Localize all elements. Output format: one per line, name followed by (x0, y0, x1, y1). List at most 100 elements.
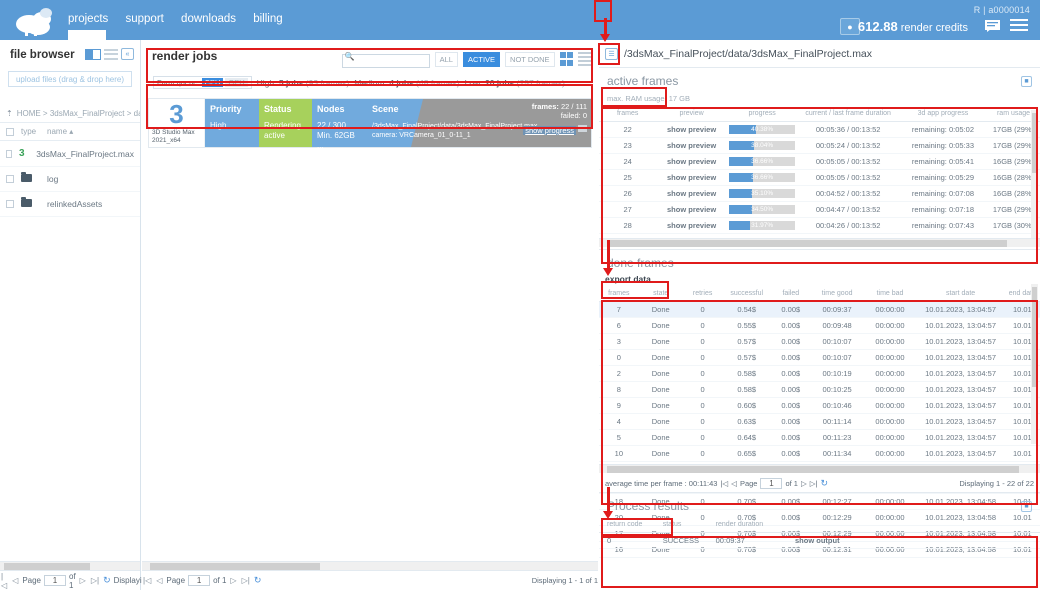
table-row[interactable]: 9 Done 0 0.60$ 0.00$ 00:10:46 00:00:00 10.01.20… (599, 397, 1040, 414)
bell-icon[interactable]: ● (840, 18, 860, 35)
table-row[interactable]: 2 Done 0 0.58$ 0.00$ 00:10:19 00:00:00 10.01.20… (599, 365, 1040, 382)
table-row[interactable]: 7 Done 0 0.54$ 0.00$ 00:09:37 00:00:00 10.01.20… (599, 301, 1040, 318)
table-row[interactable]: 26 show preview 35.10% 00:04:52 / 00:13:52 r… (599, 185, 1040, 202)
file-browser-hscrollbar[interactable] (0, 561, 140, 570)
first-page-icon[interactable]: |◁ (1, 571, 8, 590)
refresh-icon[interactable]: ↻ (103, 575, 111, 585)
refresh-icon[interactable]: ↻ (820, 478, 829, 488)
col-status[interactable]: status (660, 517, 714, 533)
sort-asc-icon[interactable]: ▴ (67, 127, 74, 136)
nav-item-support[interactable]: support (125, 13, 164, 25)
file-icon[interactable]: ☰ (605, 47, 618, 60)
chat-icon[interactable] (985, 19, 1000, 35)
list-item[interactable]: 3 3dsMax_FinalProject.max (0, 141, 140, 167)
table-row[interactable]: 0 Done 0 0.57$ 0.00$ 00:10:07 00:00:00 10.01.20… (599, 349, 1040, 366)
row-checkbox[interactable] (6, 175, 14, 183)
col-frames[interactable]: frames (599, 286, 639, 302)
col-frames[interactable]: frames (599, 106, 657, 122)
show-preview-link[interactable]: show preview (656, 185, 727, 202)
done-frames-vscrollbar[interactable] (1031, 284, 1038, 444)
upload-dropzone[interactable]: upload files (drag & drop here) (8, 71, 132, 87)
table-row[interactable]: 4 Done 0 0.63$ 0.00$ 00:11:14 00:00:00 10.01.20… (599, 413, 1040, 430)
col-ram[interactable]: ram usage (987, 106, 1040, 122)
show-preview-link[interactable]: show preview (656, 169, 727, 186)
list-view-icon[interactable] (104, 48, 118, 60)
farm-queue-toggle[interactable]: Farm queue: CPU GPU (153, 76, 252, 89)
queue-gpu-toggle[interactable]: GPU (225, 78, 248, 87)
page-input[interactable] (44, 575, 66, 586)
col-preview[interactable]: preview (656, 106, 727, 122)
row-checkbox[interactable] (6, 200, 14, 208)
table-row[interactable]: 8 Done 0 0.58$ 0.00$ 00:10:25 00:00:00 10.01.20… (599, 381, 1040, 398)
show-progress-link[interactable]: show progress (523, 126, 576, 135)
first-page-icon[interactable]: |◁ (720, 479, 729, 488)
queue-cpu-toggle[interactable]: CPU (201, 78, 224, 87)
row-checkbox[interactable] (6, 149, 12, 158)
table-row[interactable]: 28 show preview 31.97% 00:04:26 / 00:13:52 r… (599, 217, 1040, 234)
collapse-icon[interactable]: ■ (1021, 76, 1032, 87)
col-time-bad[interactable]: time bad (863, 286, 917, 302)
col-render-duration[interactable]: render duration (713, 517, 794, 533)
active-frames-hscrollbar[interactable] (599, 238, 1040, 247)
filter-active[interactable]: ACTIVE (462, 51, 501, 67)
filter-not-done[interactable]: NOT DONE (505, 51, 555, 67)
collapse-panel-icon[interactable]: « (121, 48, 134, 60)
filter-all[interactable]: ALL (434, 51, 458, 67)
table-row[interactable]: 3 Done 0 0.57$ 0.00$ 00:10:07 00:00:00 10.01.20… (599, 333, 1040, 350)
col-state[interactable]: state (638, 286, 683, 302)
last-page-icon[interactable]: ▷| (241, 576, 250, 585)
prev-page-icon[interactable]: ◁ (731, 479, 737, 488)
done-frames-hscrollbar[interactable] (599, 464, 1040, 473)
col-return-code[interactable]: return code (599, 517, 661, 533)
col-app-progress[interactable]: 3d app progress (898, 106, 988, 122)
next-page-icon[interactable]: ▷ (230, 576, 237, 585)
table-row[interactable]: 0 SUCCESS 00:09:37 show output (599, 532, 1040, 549)
show-output-link[interactable]: show output (793, 532, 1040, 549)
show-preview-link[interactable]: show preview (656, 153, 727, 170)
col-duration[interactable]: current / last frame duration (797, 106, 899, 122)
show-preview-link[interactable]: show preview (656, 121, 727, 138)
page-input[interactable] (760, 478, 783, 489)
show-preview-link[interactable]: show preview (656, 217, 727, 234)
show-preview-link[interactable]: show preview (656, 137, 727, 154)
hamburger-menu-icon[interactable] (1010, 19, 1028, 34)
render-jobs-hscrollbar[interactable] (142, 561, 598, 570)
list-item[interactable]: relinkedAssets (0, 192, 140, 217)
search-input[interactable] (341, 53, 430, 68)
col-successful[interactable]: successful (722, 286, 771, 302)
table-row[interactable]: 6 Done 0 0.55$ 0.00$ 00:09:48 00:00:00 10.01.20… (599, 317, 1040, 334)
export-data-link[interactable]: export data (605, 274, 651, 284)
table-row[interactable]: 23 show preview 38.04% 00:05:24 / 00:13:52 r… (599, 137, 1040, 154)
first-page-icon[interactable]: |◁ (143, 576, 152, 585)
column-name[interactable]: name (47, 127, 68, 136)
table-row[interactable]: 22 show preview 40.38% 00:05:36 / 00:13:52 r… (599, 121, 1040, 138)
col-retries[interactable]: retries (682, 286, 723, 302)
list-item[interactable]: log (0, 167, 140, 192)
nav-item-projects[interactable]: projects (68, 13, 109, 25)
collapse-icon[interactable]: ■ (1021, 501, 1032, 512)
table-row[interactable]: 5 Done 0 0.64$ 0.00$ 00:11:23 00:00:00 10.01.20… (599, 429, 1040, 446)
select-all-checkbox[interactable] (6, 127, 14, 136)
nav-item-billing[interactable]: billing (253, 13, 283, 25)
arrow-up-icon[interactable]: ⇡ (6, 109, 13, 118)
refresh-icon[interactable]: ↻ (253, 575, 262, 585)
page-input[interactable] (188, 575, 211, 586)
prev-page-icon[interactable]: ◁ (12, 576, 19, 585)
grid-view-icon[interactable] (559, 52, 573, 66)
col-progress[interactable]: progress (726, 106, 798, 122)
table-row[interactable]: 27 show preview 34.50% 00:04:47 / 00:13:52 r… (599, 201, 1040, 218)
prev-page-icon[interactable]: ◁ (156, 576, 163, 585)
list-view-icon[interactable] (578, 52, 592, 66)
show-preview-link[interactable]: show preview (656, 201, 727, 218)
last-page-icon[interactable]: ▷| (90, 576, 100, 585)
col-start-date[interactable]: start date (916, 286, 1005, 302)
next-page-icon[interactable]: ▷ (800, 479, 807, 488)
table-row[interactable]: 25 show preview 36.66% 00:05:05 / 00:13:52 r… (599, 169, 1040, 186)
expand-icon[interactable] (578, 125, 587, 133)
split-view-icon[interactable] (85, 48, 101, 60)
next-page-icon[interactable]: ▷ (79, 576, 86, 585)
table-row[interactable]: 24 show preview 36.66% 00:05:05 / 00:13:52 r… (599, 153, 1040, 170)
table-row[interactable]: 10 Done 0 0.65$ 0.00$ 00:11:34 00:00:00 10.01.2… (599, 445, 1040, 462)
render-job-card[interactable]: 3 3D Studio Max 2021_x64 Priority High S… (148, 98, 592, 150)
brand-logo-icon[interactable] (12, 3, 64, 37)
